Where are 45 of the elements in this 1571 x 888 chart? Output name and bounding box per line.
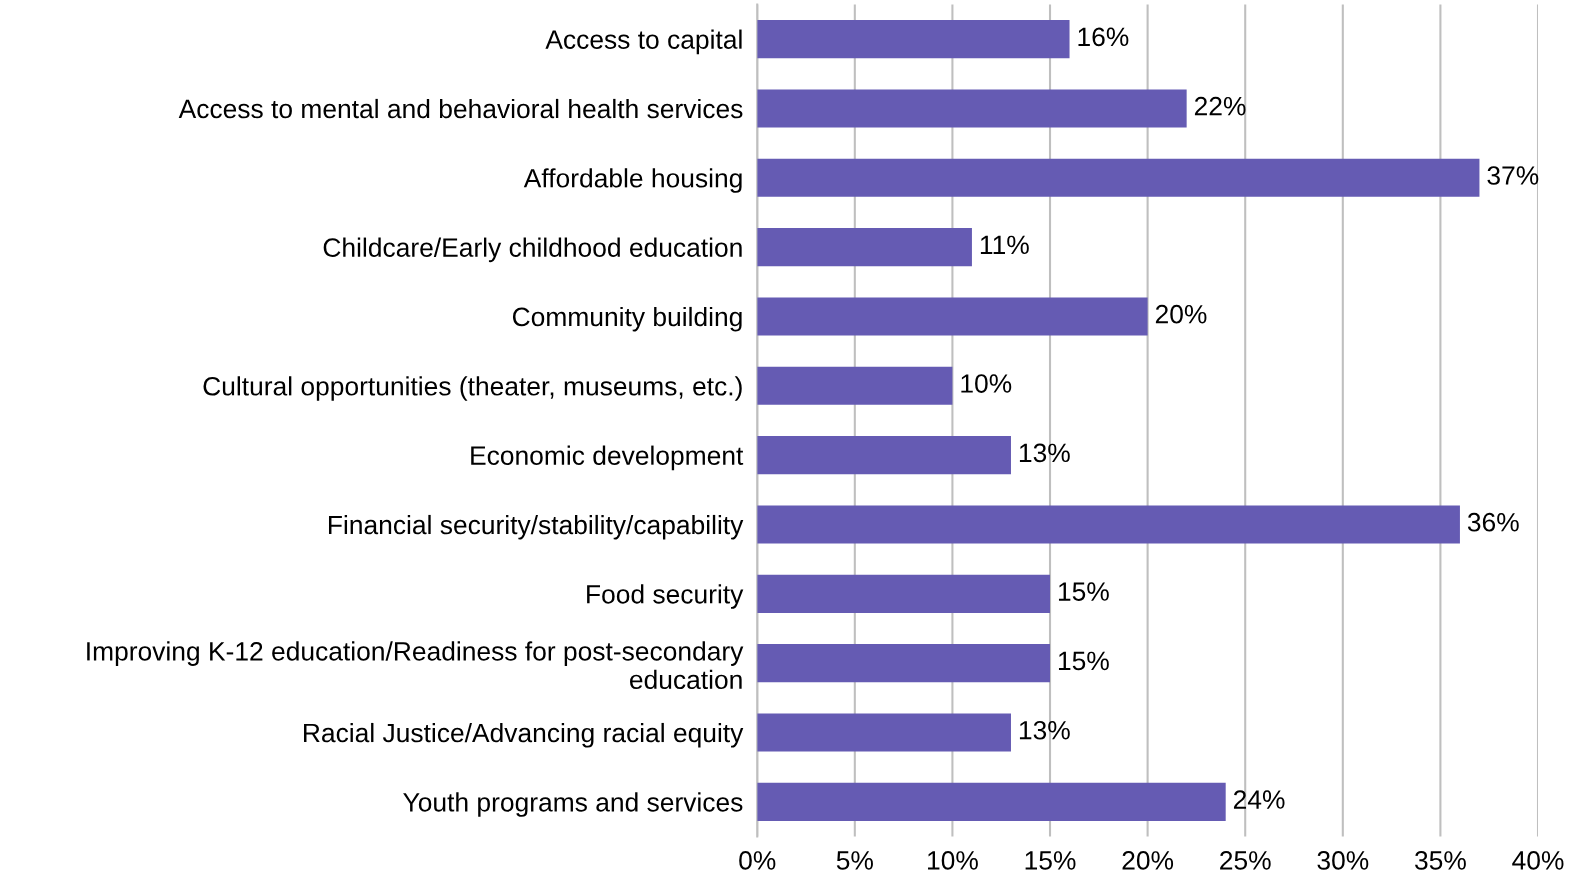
bar [757, 574, 1051, 613]
x-tick-label: 5% [836, 851, 873, 870]
x-tick-label: 20% [1122, 851, 1174, 870]
data-label: 22% [1194, 96, 1246, 116]
data-label: 37% [1487, 166, 1539, 185]
data-label: 13% [1019, 720, 1070, 740]
bar [757, 20, 1070, 59]
x-tick-label: 10% [928, 851, 978, 870]
bar [757, 644, 1051, 683]
data-label: 15% [1058, 582, 1109, 601]
y-tick-label: Access to mental and behavioral health services [178, 98, 743, 119]
data-label: 13% [1019, 443, 1070, 463]
bar [757, 297, 1148, 336]
x-tick-label: 30% [1317, 851, 1369, 870]
data-label: 24% [1233, 790, 1285, 809]
x-tick-label: 25% [1220, 851, 1271, 870]
y-tick-label: Cultural opportunities (theater, museums, etc.) [203, 376, 742, 401]
y-tick-label: Affordable housing [523, 168, 742, 193]
y-tick-label: Financial security/stability/capability [328, 514, 744, 540]
y-tick-label: Economic development [471, 445, 744, 471]
data-label: 20% [1155, 304, 1207, 324]
x-tick-label: 35% [1415, 851, 1466, 870]
y-tick-label: Youth programs and services [403, 792, 743, 817]
data-label: 15% [1058, 651, 1109, 671]
x-tick-label: 0% [739, 851, 776, 870]
x-tick-label: 15% [1025, 851, 1076, 870]
y-tick-label: Racial Justice/Advancing racial equity [304, 722, 744, 748]
bar [757, 782, 1226, 821]
y-tick-label: Community building [512, 306, 742, 332]
bar [757, 505, 1460, 544]
data-label: 36% [1467, 512, 1519, 532]
bar [757, 89, 1187, 128]
x-tick-label: 40% [1512, 851, 1564, 870]
data-label: 11% [980, 235, 1029, 255]
data-label: 16% [1078, 27, 1129, 47]
y-tick-label: Improving K-12 education/Readiness for post-secondary education [87, 641, 744, 690]
y-tick-label: Childcare/Early childhood education [323, 237, 742, 263]
bar [757, 436, 1011, 475]
bar [757, 713, 1011, 752]
y-tick-label: Food security [587, 584, 744, 609]
bar [757, 366, 953, 405]
bar [757, 158, 1480, 197]
data-label: 10% [961, 374, 1012, 393]
y-tick-label: Access to capital [545, 29, 742, 55]
bar [757, 228, 972, 267]
